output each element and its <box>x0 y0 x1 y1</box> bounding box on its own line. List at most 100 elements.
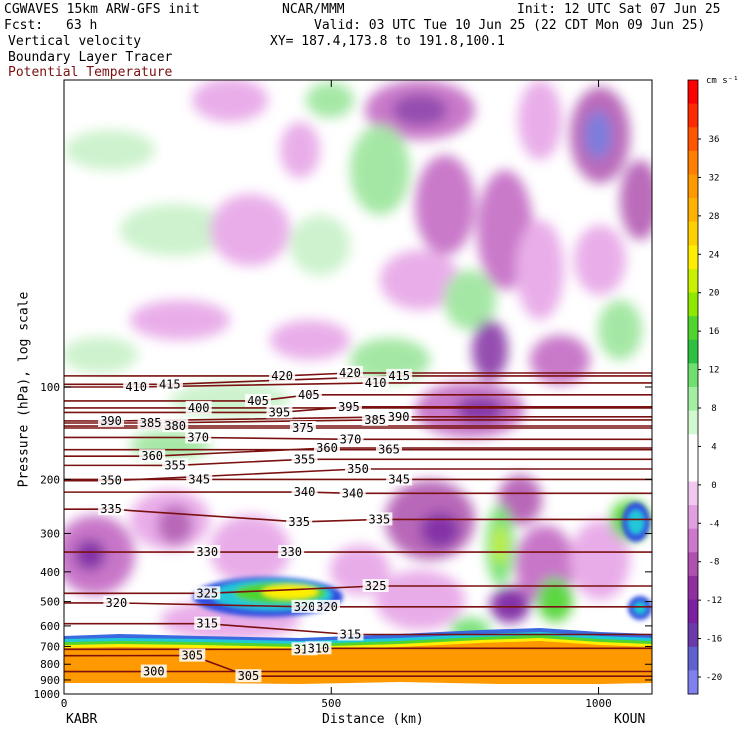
fcst-value: 63 h <box>66 18 98 33</box>
x-tick-label: 500 <box>321 697 341 710</box>
color-bar-tick-label: -4 <box>709 519 720 529</box>
theta-label-bg <box>278 545 305 559</box>
theta-contour-315 <box>64 622 652 636</box>
theta-label: 330 <box>196 545 218 559</box>
field-potential-temperature: Potential Temperature <box>8 65 173 80</box>
theta-label-bg <box>386 472 413 486</box>
theta-contour-350 <box>64 468 652 482</box>
color-bar-swatch <box>688 505 698 530</box>
theta-label-bg <box>179 648 206 662</box>
theta-label-bg <box>337 627 364 641</box>
theta-label: 300 <box>143 665 165 679</box>
theta-label: 305 <box>238 669 260 683</box>
theta-label-bg <box>98 502 125 516</box>
theta-label-bg <box>295 387 322 401</box>
color-bar-swatch <box>688 103 698 128</box>
theta-label: 365 <box>378 443 400 457</box>
theta-label-bg <box>98 473 125 487</box>
theta-label-bg <box>235 669 262 683</box>
color-bar-swatch <box>688 150 698 175</box>
fcst-label: Fcst: <box>4 18 44 33</box>
theta-label-bg <box>337 432 364 446</box>
theta-label: 320 <box>106 596 128 610</box>
color-bar-tick-label: -20 <box>706 673 722 683</box>
theta-label-bg <box>376 442 403 456</box>
x-tick-label: 1000 <box>585 697 612 710</box>
color-bar-swatch <box>688 80 698 105</box>
boundary-layer-tracer <box>64 628 652 694</box>
theta-label: 340 <box>294 485 316 499</box>
color-bar-swatch <box>688 646 698 671</box>
y-tick-label: 800 <box>40 658 60 671</box>
theta-label-bg <box>362 375 389 389</box>
theta-label-bg <box>305 641 332 655</box>
color-bar-tick-label: 28 <box>709 212 720 222</box>
theta-label: 335 <box>369 512 391 526</box>
color-bar-swatch <box>688 268 698 294</box>
theta-label: 335 <box>100 502 122 516</box>
theta-label-bg <box>339 486 366 500</box>
theta-label-bg <box>245 393 272 407</box>
theta-label-bg <box>289 420 316 434</box>
color-bar-tick-label: 32 <box>709 173 720 183</box>
theta-label: 315 <box>340 627 362 641</box>
theta-label: 370 <box>187 430 209 444</box>
y-tick-label: 200 <box>40 473 60 486</box>
vertical-velocity-field-upper <box>64 80 652 459</box>
theta-label-bg <box>123 380 150 393</box>
color-bar-swatch <box>688 623 698 648</box>
valid-time: Valid: 03 UTC Tue 10 Jun 25 (22 CDT Mon … <box>314 18 706 33</box>
theta-label: 400 <box>188 401 210 415</box>
theta-label: 345 <box>388 472 410 486</box>
theta-label: 350 <box>100 474 122 488</box>
color-bar-swatch <box>688 387 698 412</box>
color-bar-swatch <box>688 457 698 482</box>
color-bar-swatch <box>688 198 698 223</box>
y-tick-label: 300 <box>40 527 60 540</box>
theta-label-bg <box>345 462 371 476</box>
theta-label-bg <box>194 616 221 630</box>
theta-label-bg <box>362 579 389 593</box>
theta-contour-360 <box>64 447 652 458</box>
theta-label-bg <box>386 368 413 382</box>
theta-label: 420 <box>339 366 361 380</box>
color-bar-tick-label: -12 <box>706 596 722 606</box>
x-tick-label: 0 <box>61 697 68 710</box>
color-bar-swatch <box>688 552 698 577</box>
theta-label: 380 <box>164 419 186 433</box>
color-bar-swatch <box>688 221 698 246</box>
theta-label: 410 <box>365 376 387 390</box>
color-bar-swatch <box>688 316 698 341</box>
theta-label-bg <box>139 449 166 463</box>
theta-label-bg <box>362 412 389 426</box>
color-bar-swatch <box>688 174 698 199</box>
color-bar-swatch <box>688 599 698 624</box>
theta-label: 410 <box>125 380 147 394</box>
color-bar-tick-label: 20 <box>709 289 720 299</box>
theta-label-bg <box>291 452 318 466</box>
theta-label: 360 <box>141 449 163 463</box>
y-tick-label: 900 <box>40 674 60 687</box>
theta-label-bg <box>286 514 313 528</box>
theta-contour-305 <box>64 654 652 677</box>
color-bar-swatch <box>688 245 698 270</box>
theta-label: 420 <box>271 369 293 383</box>
theta-label-bg <box>185 430 212 444</box>
color-bar-swatch <box>688 575 698 601</box>
color-bar-swatch <box>688 410 698 435</box>
theta-label-bg <box>313 599 340 613</box>
color-bar-swatch <box>688 363 698 388</box>
y-tick-label: 400 <box>40 566 60 579</box>
theta-label-bg <box>291 599 318 613</box>
color-bar-swatch <box>688 670 698 695</box>
theta-contour-410 <box>64 382 652 388</box>
theta-label-bg <box>162 458 189 472</box>
color-bar-swatch <box>688 127 698 152</box>
theta-label: 355 <box>164 458 186 472</box>
y-tick-label: 500 <box>40 596 60 609</box>
color-bar-tick-label: 36 <box>709 135 720 145</box>
color-bar: 36 32 28 24 20 16 12 8 4 0 -4 -8 -12 -16 -20 <box>687 79 722 695</box>
theta-contour-355 <box>64 458 652 467</box>
